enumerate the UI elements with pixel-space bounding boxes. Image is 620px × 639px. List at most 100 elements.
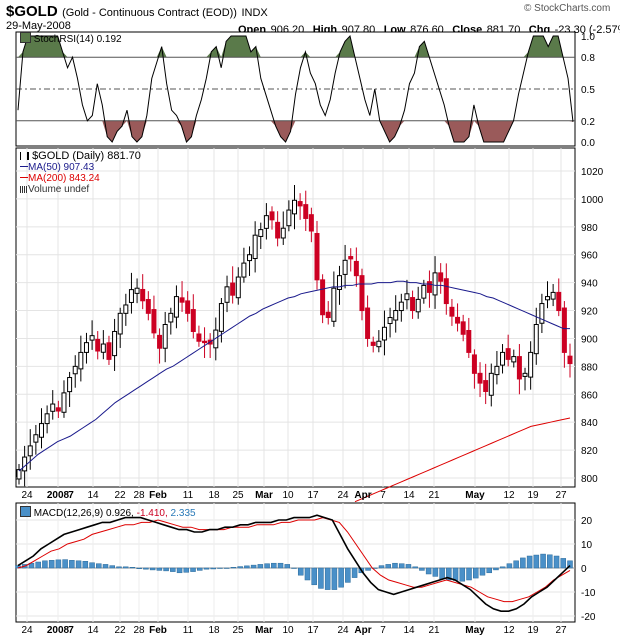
candle-up	[78, 351, 84, 370]
candle-down	[370, 341, 376, 346]
candle-down	[471, 354, 477, 374]
macd-histogram-bar	[291, 567, 297, 569]
macd-histogram-bar	[419, 567, 425, 571]
candle-down	[55, 407, 61, 412]
macd-histogram-bar	[425, 567, 432, 575]
candle-up	[376, 340, 382, 348]
candle-down	[438, 272, 444, 282]
price-x-tick-label: 11	[183, 490, 194, 501]
candle-down	[325, 311, 331, 319]
macd-x-tick-label: 14	[87, 625, 99, 636]
price-x-tick-label: 7	[380, 490, 386, 501]
candle-up	[247, 254, 253, 262]
candle-down	[466, 330, 472, 353]
candle-down	[426, 281, 432, 293]
price-x-tick-label: 14	[87, 490, 99, 501]
macd-tick-label: -20	[581, 612, 596, 623]
copyright: © StockCharts.com	[524, 3, 611, 14]
candle-up	[38, 423, 44, 438]
candle-down	[449, 306, 455, 317]
macd-histogram-bar	[506, 563, 513, 569]
price-x-tick-label: 2008	[47, 490, 70, 501]
macd-histogram-bar	[446, 567, 452, 581]
candle-up	[89, 335, 95, 341]
macd-histogram-bar	[338, 567, 344, 588]
candle-down	[145, 299, 151, 314]
macd-x-tick-label: 7	[380, 625, 386, 636]
macd-histogram-bar	[345, 567, 351, 583]
macd-histogram-bar	[479, 567, 486, 576]
price-x-tick-label: 18	[208, 490, 220, 501]
macd-histogram-bar	[149, 567, 156, 571]
macd-histogram-bar	[540, 553, 546, 569]
candle-up	[488, 372, 494, 396]
candle-icon	[20, 152, 29, 160]
candle-up	[539, 303, 545, 324]
candle-up	[263, 215, 269, 229]
macd-histogram-bar	[277, 562, 284, 569]
macd-histogram-bar	[405, 564, 412, 569]
candle-down	[348, 256, 354, 260]
candle-down	[308, 214, 314, 232]
macd-histogram-bar	[176, 567, 183, 574]
stochrsi-tick-label: 0.0	[581, 138, 595, 149]
macd-histogram-bar	[560, 558, 567, 569]
macd-histogram-bar	[156, 567, 163, 571]
macd-tick-label: 10	[581, 540, 593, 551]
macd-x-tick-label: 21	[428, 625, 440, 636]
price-x-tick-label: Apr	[354, 490, 371, 501]
price-x-tick-label: Feb	[149, 490, 167, 501]
price-legend: $GOLD (Daily) 881.70 MA(50) 907.43 MA(20…	[20, 151, 141, 195]
candle-up	[83, 342, 89, 353]
volume-bars-icon	[20, 186, 28, 193]
macd-histogram-bar	[513, 560, 519, 569]
candle-up	[292, 199, 297, 215]
candle-up	[72, 365, 78, 375]
macd-histogram-bar	[526, 555, 533, 569]
candle-up	[387, 317, 393, 325]
macd-histogram-bar	[48, 560, 55, 569]
price-x-tick-label: May	[465, 490, 485, 501]
candle-up	[252, 234, 258, 259]
macd-x-tick-label: 17	[307, 625, 319, 636]
price-x-tick-label: 24	[21, 490, 33, 501]
candle-up	[44, 413, 50, 425]
macd-histogram-bar	[271, 562, 277, 569]
macd-histogram-bar	[82, 561, 89, 569]
price-x-tick-label: 24	[337, 490, 349, 501]
candle-up	[286, 209, 292, 227]
macd-histogram-bar	[28, 562, 35, 569]
price-x-tick-label: 27	[555, 490, 567, 501]
macd-x-tick-label: 12	[503, 625, 515, 636]
candle-down	[320, 279, 326, 316]
chart-header: $GOLD (Gold - Continuous Contract (EOD))…	[6, 3, 268, 21]
candle-up	[117, 312, 123, 335]
macd-histogram-bar	[432, 567, 439, 577]
price-x-tick-label: 19	[527, 490, 539, 501]
macd-tick-label: 20	[581, 516, 593, 527]
candle-down	[483, 380, 489, 392]
macd-histogram-bar	[230, 567, 237, 569]
macd-histogram-bar	[452, 567, 459, 581]
price-x-tick-label: 7	[68, 490, 74, 501]
macd-histogram-bar	[553, 555, 560, 569]
candle-up	[100, 343, 106, 353]
candle-up	[134, 287, 140, 294]
macd-histogram-bar	[223, 567, 230, 569]
candle-down	[314, 233, 320, 281]
macd-histogram-bar	[170, 567, 176, 572]
macd-histogram-bar	[183, 567, 190, 573]
macd-x-tick-label: 2008	[47, 625, 70, 636]
candle-up	[61, 392, 67, 413]
macd-x-tick-label: May	[465, 625, 485, 636]
stochrsi-line	[17, 34, 574, 143]
macd-histogram-bar	[89, 562, 95, 569]
candle-down	[196, 333, 202, 342]
candle-up	[550, 291, 556, 300]
macd-histogram-bar	[210, 567, 216, 570]
macd-histogram-bar	[69, 560, 75, 569]
chart-date: 29-May-2008	[6, 20, 71, 32]
candle-up	[33, 434, 39, 443]
macd-x-tick-label: 18	[208, 625, 220, 636]
macd-histogram-bar	[190, 567, 196, 572]
